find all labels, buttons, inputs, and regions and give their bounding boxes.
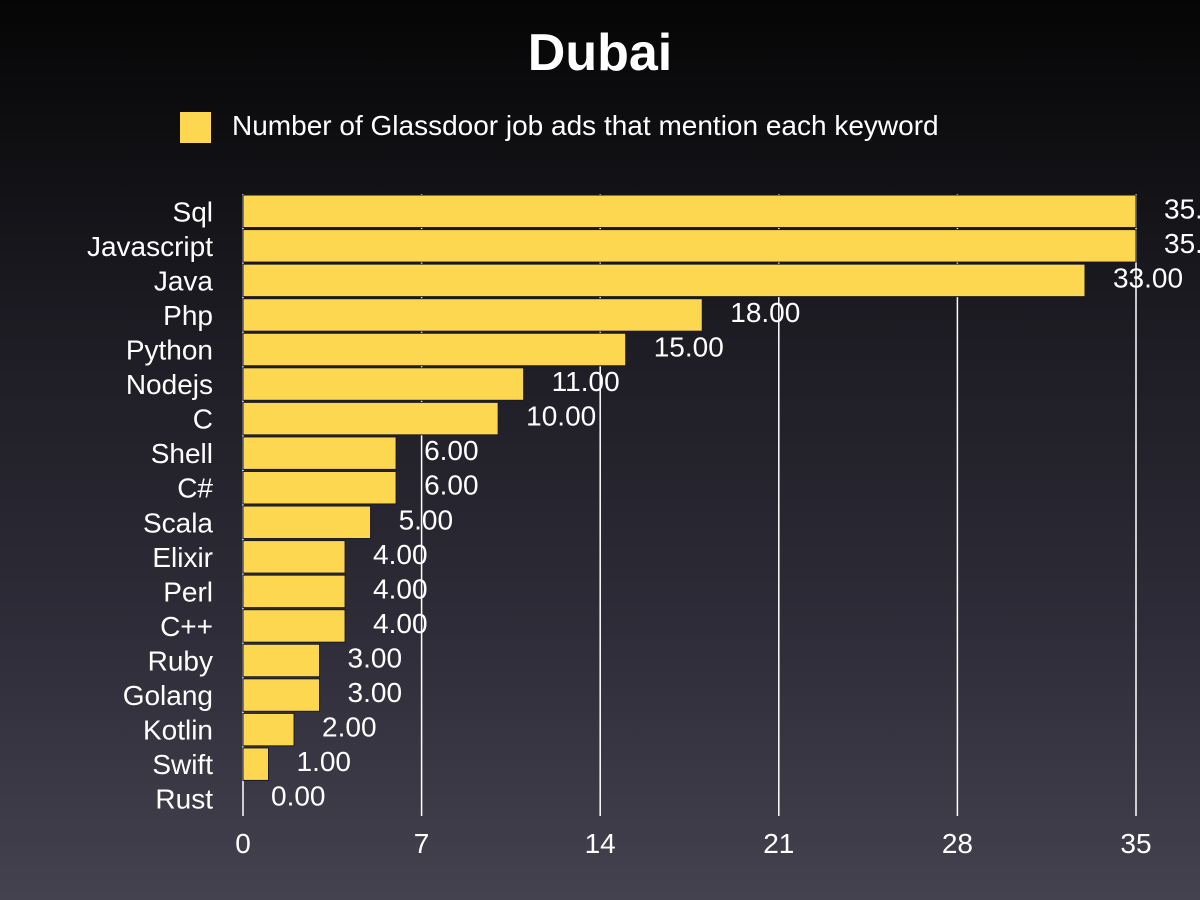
category-label: Shell [151, 438, 213, 469]
bar [242, 401, 499, 436]
bar [242, 574, 346, 609]
category-label: Rust [155, 784, 213, 815]
legend-swatch [180, 112, 211, 143]
category-label: Javascript [87, 231, 213, 262]
x-tick-label: 0 [235, 828, 251, 859]
category-label: Ruby [148, 646, 213, 677]
value-label: 1.00 [297, 746, 352, 777]
value-label: 6.00 [424, 470, 479, 501]
value-label: 2.00 [322, 712, 377, 743]
x-tick-label: 14 [585, 828, 616, 859]
bar [242, 332, 627, 367]
bar [242, 470, 397, 505]
gridlines [242, 194, 1137, 816]
bar [242, 747, 270, 781]
x-tick-label: 21 [763, 828, 794, 859]
bars [242, 194, 1137, 781]
category-label: Python [126, 335, 213, 366]
category-label: Nodejs [126, 369, 213, 400]
category-label: Golang [123, 680, 213, 711]
category-label: Java [154, 265, 214, 296]
legend-label: Number of Glassdoor job ads that mention… [232, 110, 939, 141]
category-label: Elixir [152, 542, 213, 573]
x-axis-ticks: 0 7 14 21 28 35 [235, 828, 1151, 859]
category-label: Php [163, 300, 213, 331]
bar [242, 229, 1137, 263]
value-label: 35. [1164, 228, 1200, 259]
category-label: C++ [160, 611, 213, 642]
legend: Number of Glassdoor job ads that mention… [180, 110, 939, 143]
bar [242, 263, 1086, 298]
value-label: 4.00 [373, 573, 428, 604]
value-labels: 35.35.33.0018.0015.0011.0010.006.006.005… [271, 193, 1200, 811]
value-label: 33.00 [1113, 262, 1183, 293]
bar [242, 609, 346, 643]
x-tick-label: 7 [414, 828, 430, 859]
bar [242, 298, 703, 332]
bar [242, 712, 295, 747]
value-label: 18.00 [730, 297, 800, 328]
category-label: Kotlin [143, 715, 213, 746]
value-label: 10.00 [526, 401, 596, 432]
bar [242, 678, 321, 712]
bar [242, 194, 1137, 229]
bar [242, 505, 372, 540]
value-label: 15.00 [654, 332, 724, 363]
category-label: Scala [143, 507, 213, 538]
category-label: C# [177, 473, 213, 504]
value-label: 0.00 [271, 781, 326, 812]
x-tick-label: 28 [942, 828, 973, 859]
value-label: 35. [1164, 193, 1200, 224]
x-tick-label: 35 [1120, 828, 1151, 859]
value-label: 5.00 [399, 504, 454, 535]
category-label: Swift [152, 749, 213, 780]
value-label: 6.00 [424, 435, 479, 466]
value-label: 4.00 [373, 608, 428, 639]
bar [242, 436, 397, 470]
bar [242, 367, 525, 401]
chart-title: Dubai [528, 24, 672, 82]
bar [242, 540, 346, 574]
bar [242, 643, 321, 678]
value-label: 3.00 [348, 643, 403, 674]
category-label: Sql [173, 196, 213, 227]
value-label: 4.00 [373, 539, 428, 570]
category-label: C [193, 404, 213, 435]
value-label: 3.00 [348, 677, 403, 708]
category-label: Perl [163, 576, 213, 607]
value-label: 11.00 [552, 366, 620, 397]
